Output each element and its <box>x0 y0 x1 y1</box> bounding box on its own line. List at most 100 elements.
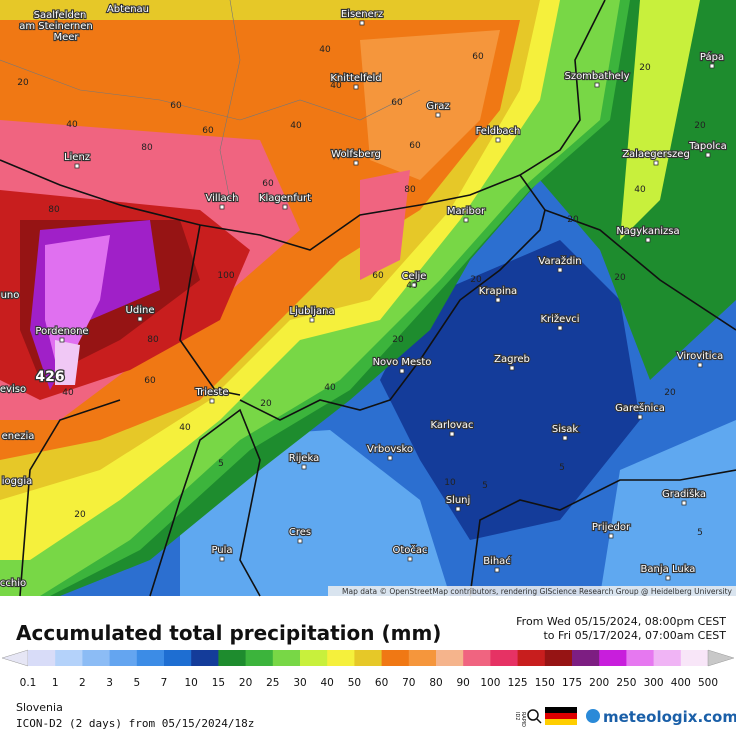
city-dot <box>705 152 711 158</box>
city-dot <box>509 365 515 371</box>
city-label: Klagenfurt <box>259 193 311 204</box>
legend-tick-label: 1 <box>52 677 59 689</box>
city-label: Slunj <box>446 495 471 506</box>
colorbar-segment <box>517 650 546 666</box>
city-label: Virovitica <box>677 351 723 362</box>
legend-tick-label: 250 <box>616 677 636 689</box>
city-label: Meer <box>53 32 79 43</box>
country-border <box>239 174 546 421</box>
country-border <box>19 399 121 597</box>
city-dot <box>495 297 501 303</box>
city-dot <box>219 204 225 210</box>
city-label: uno <box>1 290 20 301</box>
province-border <box>219 0 241 201</box>
city-dot <box>557 267 563 273</box>
city-label: Prijedor <box>592 522 631 533</box>
city-label: Novo Mesto <box>373 357 432 368</box>
colorbar-segment <box>544 650 573 666</box>
colorbar-arrow <box>707 649 735 667</box>
colorbar-segment <box>28 650 56 666</box>
contour-label: 20 <box>664 388 676 398</box>
model: ICON-D2 (2 days) from 05/15/2024/18z <box>16 717 254 730</box>
city-label: Pordenone <box>35 326 88 337</box>
contour-label: 5 <box>697 528 703 538</box>
precip-area <box>360 30 500 180</box>
colorbar-segment <box>490 650 519 666</box>
contour-label: 60 <box>144 376 156 386</box>
legend-tick-label: 3 <box>106 677 113 689</box>
contour-label: 60 <box>262 179 274 189</box>
legend-tick-label: 90 <box>457 677 470 689</box>
city-label: Gradiška <box>662 488 706 500</box>
contour-label: 80 <box>404 185 416 195</box>
brand[interactable]: meteologix.com <box>603 708 736 726</box>
city-label: Knittelfeld <box>330 73 381 84</box>
legend-tick-label: 25 <box>266 677 279 689</box>
city-label: Garešnica <box>615 402 665 414</box>
contour-label: 20 <box>639 63 651 73</box>
legend-tick-label: 175 <box>562 677 582 689</box>
precip-area <box>620 0 700 240</box>
city-label: Maribor <box>447 206 486 217</box>
legend-tick-label: 2 <box>79 677 86 689</box>
precip-area <box>55 340 80 385</box>
city-label: Tapolca <box>688 141 726 152</box>
attribution: Map data © OpenStreetMap contributors, r… <box>342 587 733 596</box>
contour-label: 40 <box>324 383 336 393</box>
colorbar-segment <box>245 650 274 666</box>
city-label: Rijeka <box>289 453 319 464</box>
country-border <box>544 209 736 331</box>
colorbar-segment <box>218 650 247 666</box>
city-label: Wolfsberg <box>331 149 381 160</box>
colorbar-segment <box>572 650 600 666</box>
legend-tick-label: 5 <box>133 677 140 689</box>
city-dot <box>137 316 143 322</box>
city-label: Bihać <box>483 555 511 567</box>
city-label: Varaždin <box>538 255 581 267</box>
contour-label: 80 <box>48 205 60 215</box>
contour-label: 5 <box>482 481 488 491</box>
city-label: Banja Luka <box>641 564 696 575</box>
city-label: Eisenerz <box>341 9 383 20</box>
city-label: eviso <box>0 384 26 395</box>
contour-label: 100 <box>217 271 234 281</box>
city-dot <box>435 112 441 118</box>
city-dot <box>59 337 65 343</box>
city-label: Nagykanizsa <box>616 226 679 237</box>
city-dot <box>407 556 413 562</box>
colorbar-segment <box>626 650 655 666</box>
contour-label: 40 <box>66 120 78 130</box>
city-dot <box>697 362 703 368</box>
city-dot <box>282 204 288 210</box>
contour-label: 20 <box>567 215 579 225</box>
country-border <box>469 469 736 597</box>
time-to: to Fri 05/17/2024, 07:00am CEST <box>543 629 726 642</box>
city-label: Sisak <box>552 424 578 435</box>
city-dot <box>74 163 80 169</box>
city-label: Graz <box>426 101 449 112</box>
contour-label: 40 <box>634 185 646 195</box>
colorbar-segment <box>300 650 328 666</box>
legend-tick-label: 30 <box>293 677 306 689</box>
contour-label: 40 <box>319 45 331 55</box>
region: Slovenia <box>16 701 63 714</box>
contour-label: 80 <box>141 143 153 153</box>
province-border <box>0 59 421 121</box>
coastline <box>149 408 261 597</box>
city-label: enezia <box>2 431 35 442</box>
contour-label: 20 <box>74 510 86 520</box>
colorbar-arrow <box>1 649 29 667</box>
contour-label: 60 <box>170 101 182 111</box>
colorbar-segment <box>272 650 301 666</box>
colorbar-segment <box>463 650 491 666</box>
flag <box>545 707 577 713</box>
legend-tick-label: 150 <box>535 677 555 689</box>
city-label: am Steinernen <box>19 21 93 32</box>
precip-area <box>360 170 410 280</box>
city-dot <box>353 84 359 90</box>
flag <box>545 719 577 725</box>
contour-label: 5 <box>218 459 224 469</box>
legend-tick-label: 40 <box>321 677 334 689</box>
